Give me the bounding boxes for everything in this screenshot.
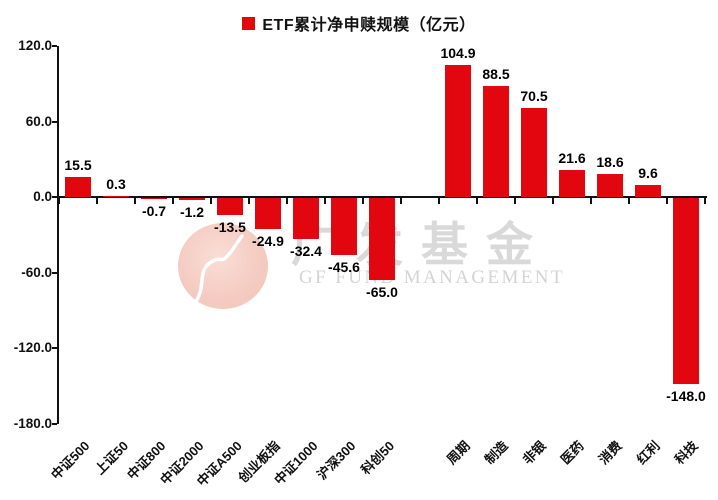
x-tick bbox=[362, 198, 364, 204]
bar-value-label: 15.5 bbox=[64, 157, 92, 174]
x-tick bbox=[210, 198, 212, 204]
bar-中证800 bbox=[141, 198, 167, 199]
x-axis-label: 非银 bbox=[519, 438, 549, 468]
y-tick bbox=[52, 120, 57, 123]
x-axis-label: 沪深300 bbox=[314, 438, 359, 483]
bar-创业板指 bbox=[255, 198, 281, 230]
bar-中证2000 bbox=[179, 198, 205, 200]
x-axis-label: 医药 bbox=[557, 438, 587, 468]
watermark-subtitle: GF FUND MANAGEMENT bbox=[299, 267, 565, 288]
x-axis-label: 周期 bbox=[443, 438, 473, 468]
bar-value-label: -45.6 bbox=[328, 259, 360, 276]
bar-value-label: 104.9 bbox=[440, 45, 476, 61]
bar-value-label: 0.3 bbox=[106, 176, 126, 192]
bar-消费 bbox=[597, 173, 623, 197]
x-tick bbox=[514, 198, 516, 204]
y-tick-label: -180.0 bbox=[13, 415, 52, 431]
x-tick bbox=[666, 198, 668, 204]
y-tick bbox=[52, 196, 57, 198]
y-tick-label: -60.0 bbox=[21, 264, 52, 280]
x-tick bbox=[590, 198, 592, 204]
x-tick bbox=[552, 198, 554, 204]
x-tick bbox=[58, 198, 60, 204]
bar-中证1000 bbox=[293, 198, 319, 239]
y-tick-label: -120.0 bbox=[13, 340, 52, 355]
bar-value-label: -148.0 bbox=[666, 388, 706, 405]
y-axis-line bbox=[57, 46, 59, 424]
x-axis-label: 消费 bbox=[595, 438, 625, 468]
y-tick-label: 120.0 bbox=[18, 38, 52, 53]
bar-中证A500 bbox=[217, 198, 243, 215]
bar-中证500 bbox=[65, 177, 91, 197]
bar-上证50 bbox=[103, 196, 129, 197]
bar-周期 bbox=[445, 65, 471, 197]
bar-value-label: 18.6 bbox=[596, 153, 624, 170]
legend-label: ETF累计净申赎规模（亿元） bbox=[262, 17, 476, 34]
x-axis-label: 红利 bbox=[633, 438, 663, 468]
bar-value-label: 9.6 bbox=[638, 164, 658, 181]
bar-value-label: -1.2 bbox=[179, 203, 205, 220]
gf-fund-logo-icon bbox=[178, 223, 268, 309]
x-tick bbox=[476, 198, 478, 204]
bar-value-label: -32.4 bbox=[290, 242, 322, 259]
x-tick bbox=[324, 198, 326, 204]
x-tick bbox=[134, 198, 136, 204]
x-tick bbox=[438, 198, 440, 204]
logo-swoosh-icon bbox=[192, 234, 244, 306]
bar-制造 bbox=[483, 85, 509, 197]
y-tick-label: 60.0 bbox=[25, 113, 52, 129]
x-axis-label: 中证500 bbox=[48, 438, 93, 483]
y-tick bbox=[52, 45, 57, 47]
bar-value-label: -24.9 bbox=[252, 233, 284, 250]
x-axis-label: 科创50 bbox=[357, 438, 397, 478]
x-tick bbox=[248, 198, 250, 204]
bar-医药 bbox=[559, 169, 585, 197]
bar-红利 bbox=[635, 184, 661, 197]
x-tick bbox=[400, 198, 402, 204]
y-tick bbox=[52, 422, 57, 425]
bar-value-label: 21.6 bbox=[558, 149, 586, 166]
bar-value-label: -65.0 bbox=[366, 283, 398, 300]
bar-科创50 bbox=[369, 198, 395, 280]
bar-非银 bbox=[521, 108, 547, 197]
y-tick bbox=[52, 347, 57, 349]
chart-legend: ETF累计净申赎规模（亿元） bbox=[0, 11, 718, 35]
x-axis-label: 制造 bbox=[481, 438, 511, 468]
y-tick-label: 0.0 bbox=[33, 189, 52, 204]
bar-value-label: -13.5 bbox=[214, 218, 246, 235]
bar-value-label: 70.5 bbox=[520, 88, 548, 105]
x-tick bbox=[628, 198, 630, 204]
y-tick bbox=[52, 271, 57, 274]
x-axis-line bbox=[57, 196, 707, 198]
bar-value-label: 88.5 bbox=[482, 65, 510, 82]
x-tick bbox=[172, 198, 174, 204]
x-tick bbox=[704, 198, 706, 204]
bar-科技 bbox=[673, 198, 699, 385]
x-axis-label: 科技 bbox=[671, 438, 701, 468]
legend-swatch-icon bbox=[242, 16, 256, 30]
bar-沪深300 bbox=[331, 198, 357, 256]
bar-value-label: -0.7 bbox=[141, 203, 167, 219]
x-tick bbox=[286, 198, 288, 204]
x-tick bbox=[96, 198, 98, 204]
